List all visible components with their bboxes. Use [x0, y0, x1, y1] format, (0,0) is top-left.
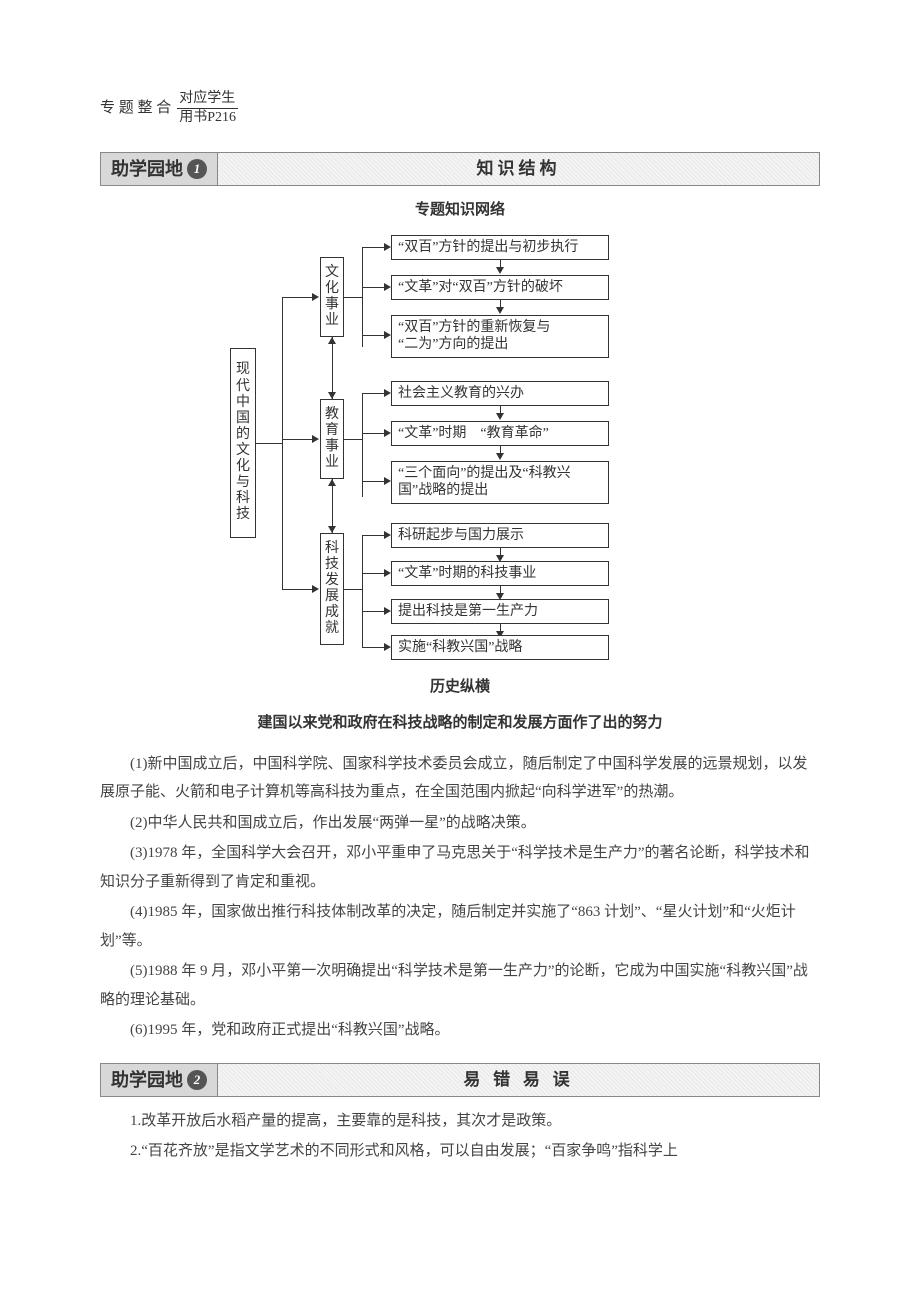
history-para: (4)1985 年，国家做出推行科技体制改革的决定，随后制定并实施了“863 计… [100, 898, 820, 955]
diagram-arrow [384, 331, 391, 339]
history-para: (1)新中国成立后，中国科学院、国家科学技术委员会成立，随后制定了中国科学发展的… [100, 750, 820, 807]
diagram-connector [282, 297, 283, 589]
history-title: 建国以来党和政府在科技战略的制定和发展方面作了出的努力 [100, 709, 820, 738]
diagram-connector [344, 297, 362, 298]
page-ref: 对应学生 用书P216 [177, 90, 238, 127]
banner-num-2: 2 [187, 1070, 207, 1090]
diagram-connector [362, 535, 363, 647]
diagram-arrow [328, 392, 336, 399]
history-para: (5)1988 年 9 月，邓小平第一次明确提出“科学技术是第一生产力”的论断，… [100, 957, 820, 1014]
diagram-node: 科研起步与国力展示 [391, 523, 609, 549]
section-banner-2: 助学园地 2 易 错 易 误 [100, 1063, 820, 1097]
banner-left-1: 助学园地 1 [101, 153, 218, 185]
section-banner-1: 助学园地 1 知识结构 [100, 152, 820, 186]
diagram-arrow [384, 643, 391, 651]
diagram-connector [332, 479, 333, 533]
diagram-connector [344, 439, 362, 440]
diagram-arrow [384, 429, 391, 437]
diagram-arrow [312, 293, 319, 301]
diagram-group-culture: 文化事业 [320, 257, 344, 337]
diagram-arrow [384, 531, 391, 539]
history-para: (6)1995 年，党和政府正式提出“科教兴国”战略。 [100, 1016, 820, 1045]
diagram-node: “双百”方针的提出与初步执行 [391, 235, 609, 261]
topic-label: 专 题 整 合 [100, 94, 171, 123]
diagram-connector [362, 573, 384, 574]
diagram-connector [282, 589, 312, 590]
diagram-connector [362, 247, 363, 347]
diagram-connector [362, 611, 384, 612]
diagram-node: 社会主义教育的兴办 [391, 381, 609, 407]
diagram-arrow [384, 283, 391, 291]
diagram-arrow [384, 389, 391, 397]
diagram-connector [332, 337, 333, 399]
diagram-connector [362, 393, 384, 394]
diagram-arrow [384, 607, 391, 615]
diagram-group-education: 教育事业 [320, 399, 344, 479]
diagram-node: “双百”方针的重新恢复与 “二为”方向的提出 [391, 315, 609, 358]
banner-title-1: 知识结构 [218, 153, 819, 185]
diagram-connector [362, 535, 384, 536]
mistake-para: 1.改革开放后水稻产量的提高，主要靠的是科技，其次才是政策。 [100, 1107, 820, 1136]
banner-num-1: 1 [187, 159, 207, 179]
diagram-arrow [312, 435, 319, 443]
diagram-arrow [496, 307, 504, 314]
diagram-node: “文革”对“双百”方针的破坏 [391, 275, 609, 301]
banner-left-2: 助学园地 2 [101, 1064, 218, 1096]
diagram-connector [282, 439, 312, 440]
diagram-connector [362, 247, 384, 248]
diagram-arrow [384, 477, 391, 485]
diagram-node: “文革”时期 “教育革命” [391, 421, 609, 447]
diagram-connector [362, 481, 384, 482]
page-ref-top: 对应学生 [177, 90, 238, 109]
diagram-connector [362, 647, 384, 648]
diagram-arrow [328, 337, 336, 344]
diagram-arrow [384, 569, 391, 577]
diagram-arrow [328, 479, 336, 486]
diagram-caption: 专题知识网络 [100, 196, 820, 225]
diagram-arrow [496, 413, 504, 420]
history-para: (2)中华人民共和国成立后，作出发展“两弹一星”的战略决策。 [100, 809, 820, 838]
diagram-root: 现代中国的文化与科技 [230, 348, 256, 538]
diagram-arrow [328, 526, 336, 533]
diagram-connector [362, 287, 384, 288]
diagram-connector [256, 443, 282, 444]
diagram-node: “三个面向”的提出及“科教兴 国”战略的提出 [391, 461, 609, 504]
history-para: (3)1978 年，全国科学大会召开，邓小平重申了马克思关于“科学技术是生产力”… [100, 839, 820, 896]
diagram-group-tech: 科技发展成就 [320, 533, 344, 645]
diagram-arrow [496, 453, 504, 460]
banner-title-2: 易 错 易 误 [218, 1064, 819, 1096]
diagram-connector [362, 433, 384, 434]
diagram-node: “文革”时期的科技事业 [391, 561, 609, 587]
page-ref-bot: 用书P216 [177, 109, 238, 127]
topic-header: 专 题 整 合 对应学生 用书P216 [100, 90, 820, 127]
diagram-node: 实施“科教兴国”战略 [391, 635, 609, 661]
banner-left-text-1: 助学园地 [111, 152, 183, 186]
knowledge-diagram: 现代中国的文化与科技 文化事业 教育事业 科技发展成就 “双百”方针的提出与初步… [230, 233, 690, 663]
mistake-para: 2.“百花齐放”是指文学艺术的不同形式和风格，可以自由发展；“百家争鸣”指科学上 [100, 1137, 820, 1166]
history-heading: 历史纵横 [100, 673, 820, 702]
banner-left-text-2: 助学园地 [111, 1063, 183, 1097]
diagram-connector [282, 297, 312, 298]
diagram-arrow [496, 267, 504, 274]
diagram-arrow [312, 585, 319, 593]
diagram-arrow [384, 243, 391, 251]
diagram-node: 提出科技是第一生产力 [391, 599, 609, 625]
diagram-connector [344, 589, 362, 590]
diagram-connector [362, 335, 384, 336]
